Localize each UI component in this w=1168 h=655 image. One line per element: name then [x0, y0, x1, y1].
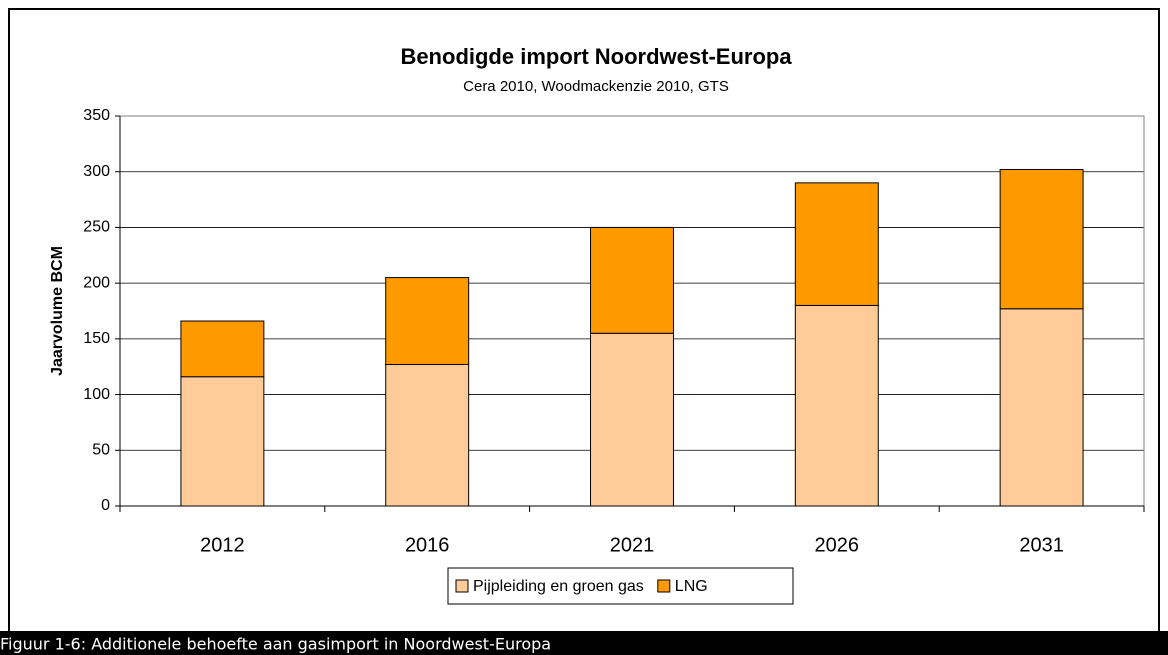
y-tick-label: 0	[101, 497, 110, 514]
x-tick-label: 2021	[610, 534, 655, 556]
bar-segment	[385, 363, 470, 507]
caption-band	[0, 631, 1168, 655]
bar-segment	[794, 182, 879, 306]
chart-subtitle: Cera 2010, Woodmackenzie 2010, GTS	[463, 78, 729, 95]
x-tick-label: 2031	[1019, 534, 1064, 556]
bar-segment	[999, 308, 1084, 507]
y-tick-label: 250	[83, 219, 110, 236]
x-tick-label: 2026	[815, 534, 860, 556]
bar-segment	[385, 277, 470, 365]
bar-segment	[180, 376, 265, 507]
y-tick-label: 300	[83, 163, 110, 180]
y-tick-label: 150	[83, 330, 110, 347]
x-tick-label: 2016	[405, 534, 450, 556]
legend-label: Pijpleiding en groen gas	[473, 578, 644, 595]
legend-label: LNG	[675, 578, 708, 595]
bar-segment	[794, 304, 879, 507]
chart-title: Benodigde import Noordwest-Europa	[400, 44, 792, 69]
bar-segment	[590, 226, 674, 334]
legend-box	[447, 567, 794, 605]
legend-swatch	[455, 579, 469, 593]
y-tick-label: 200	[83, 274, 110, 291]
y-tick-label: 100	[83, 386, 110, 403]
y-axis-label: Jaarvolume BCM	[49, 246, 66, 376]
y-tick-label: 350	[83, 107, 110, 124]
bar-segment	[999, 168, 1084, 310]
caption: Figuur 1-6: Additionele behoefte aan gas…	[0, 635, 551, 654]
bar-segment	[180, 320, 265, 378]
bar-segment	[590, 332, 674, 507]
chart-border	[8, 8, 1160, 655]
legend-swatch	[657, 579, 671, 593]
y-tick-label: 50	[92, 442, 110, 459]
x-tick-label: 2012	[200, 534, 245, 556]
